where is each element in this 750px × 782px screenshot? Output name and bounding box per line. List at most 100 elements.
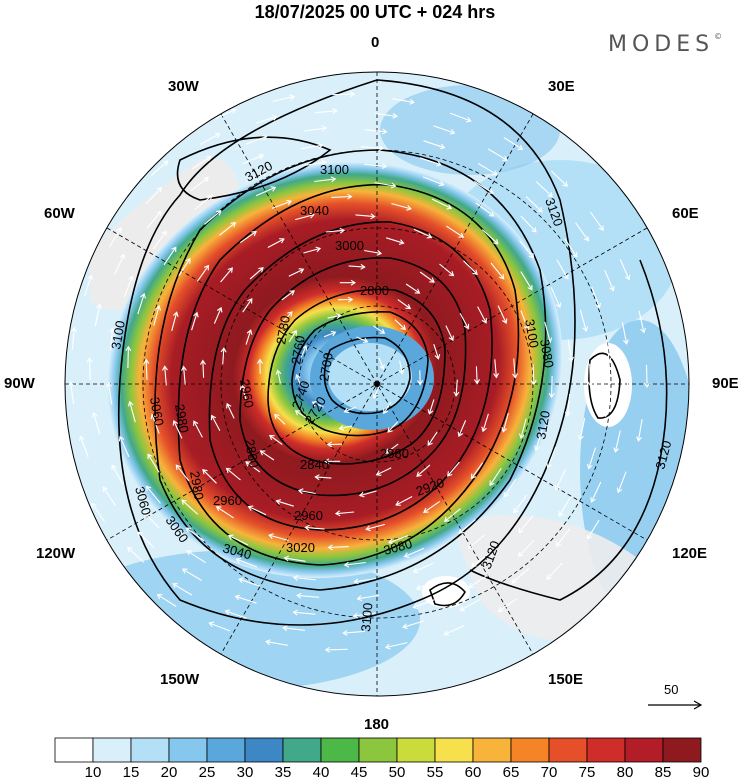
wind-arrow (215, 506, 234, 519)
wind-arrow (268, 434, 283, 445)
wind-arrow (490, 262, 505, 280)
wind-arrow (325, 227, 346, 234)
wind-arrow (586, 447, 597, 470)
wind-arrow (575, 222, 589, 242)
longitude-label: 60W (44, 205, 75, 222)
colorbar-swatch (396, 737, 436, 763)
wind-arrow (392, 98, 415, 105)
wind-arrow (353, 577, 376, 585)
contour-label: 3120 (533, 409, 553, 440)
wind-arrow (52, 400, 58, 422)
contour-label: 2980 (187, 470, 207, 501)
contour-label: 3060 (147, 396, 167, 427)
contour-label: 2960 (213, 493, 242, 508)
wind-arrow (35, 412, 41, 434)
wind-arrow (327, 313, 342, 320)
polar-vortex-core (328, 343, 412, 411)
low-wind-patch (584, 343, 632, 427)
wind-arrow (181, 365, 187, 385)
wind-arrow (468, 574, 489, 588)
wind-arrow (54, 252, 63, 272)
wind-arrow (511, 567, 530, 584)
wind-arrow (375, 467, 392, 476)
wind-arrow (257, 358, 263, 374)
wind-arrow (275, 499, 294, 507)
wind-arrow (481, 413, 489, 433)
wind-arrow (355, 213, 376, 220)
wind-arrow (423, 140, 446, 150)
colorbar-swatch (662, 737, 702, 763)
contour-label: 3080 (537, 338, 557, 369)
wind-arrow (519, 240, 535, 259)
contour-label: 3020 (286, 540, 315, 555)
wind-arrow (530, 364, 537, 386)
wind-arrow (364, 163, 388, 169)
wind-arrow (294, 410, 307, 419)
wind-arrow (117, 164, 134, 182)
wind-arrow (395, 496, 413, 506)
wind-arrow (226, 402, 235, 419)
low-wind-patch (422, 576, 470, 608)
wind-arrow (91, 412, 101, 435)
wind-arrow (419, 157, 442, 167)
reference-vector (648, 700, 703, 710)
colorbar-tick-label: 30 (236, 764, 254, 781)
wind-arrow (419, 271, 435, 283)
colorbar-tick-label: 45 (350, 764, 368, 781)
wind-arrow (474, 366, 480, 385)
longitude-label: 30W (168, 78, 199, 95)
wind-arrow (234, 594, 257, 604)
wind-arrow (242, 153, 265, 165)
wind-arrow (68, 381, 75, 405)
wind-arrow (91, 502, 105, 522)
wind-arrow (267, 238, 285, 248)
wind-arrow (446, 225, 465, 238)
wind-arrow (579, 309, 589, 332)
wind-arrow (196, 264, 210, 282)
wind-arrow (314, 474, 332, 481)
wind-field-patch (380, 85, 560, 175)
wind-arrow (193, 420, 203, 438)
colorbar-tick-label: 90 (692, 764, 710, 781)
wind-arrow (105, 381, 113, 405)
longitude-label: 120W (36, 545, 76, 562)
wind-arrow (181, 499, 199, 515)
contour-label: 2760 (288, 334, 308, 365)
wind-arrow (213, 306, 223, 324)
contour-label: 2780 (273, 314, 293, 345)
wind-arrow (282, 625, 306, 632)
wind-arrow (387, 421, 399, 433)
wind-arrow (314, 108, 338, 115)
wind-arrow (497, 598, 518, 613)
wind-arrow (259, 450, 275, 461)
wind-arrow (384, 642, 408, 650)
wind-arrow (327, 544, 349, 551)
wind-arrow (497, 305, 508, 325)
wind-arrow (546, 562, 563, 580)
colorbar-tick-label: 10 (84, 764, 102, 781)
wind-arrow (388, 535, 409, 545)
contour-label: 3000 (335, 238, 364, 253)
contour-label-group: 3120 3120 3120 3120 3120 3100 3100 3100 … (108, 158, 674, 632)
wind-arrow (126, 546, 145, 563)
colorbar-tick-label: 35 (274, 764, 292, 781)
wind-arrow (372, 386, 380, 400)
wind-arrow (624, 376, 631, 400)
wind-arrow (83, 274, 94, 297)
wind-arrow (295, 374, 302, 387)
wind-arrow (271, 199, 292, 209)
colorbar-tick-label: 55 (426, 764, 444, 781)
wind-arrow (190, 176, 210, 192)
wind-arrow (191, 156, 212, 170)
colorbar-tick-label: 60 (464, 764, 482, 781)
colorbar-swatch (320, 737, 360, 763)
wind-arrow (512, 358, 518, 379)
wind-arrow (554, 469, 566, 491)
wind-arrow (590, 481, 602, 503)
wind-arrow (546, 446, 557, 469)
wind-arrow (470, 552, 490, 568)
wind-arrow (398, 360, 405, 375)
colorbar-tick-label: 80 (616, 764, 634, 781)
wind-arrow (397, 299, 412, 310)
wind-arrow (544, 321, 553, 344)
